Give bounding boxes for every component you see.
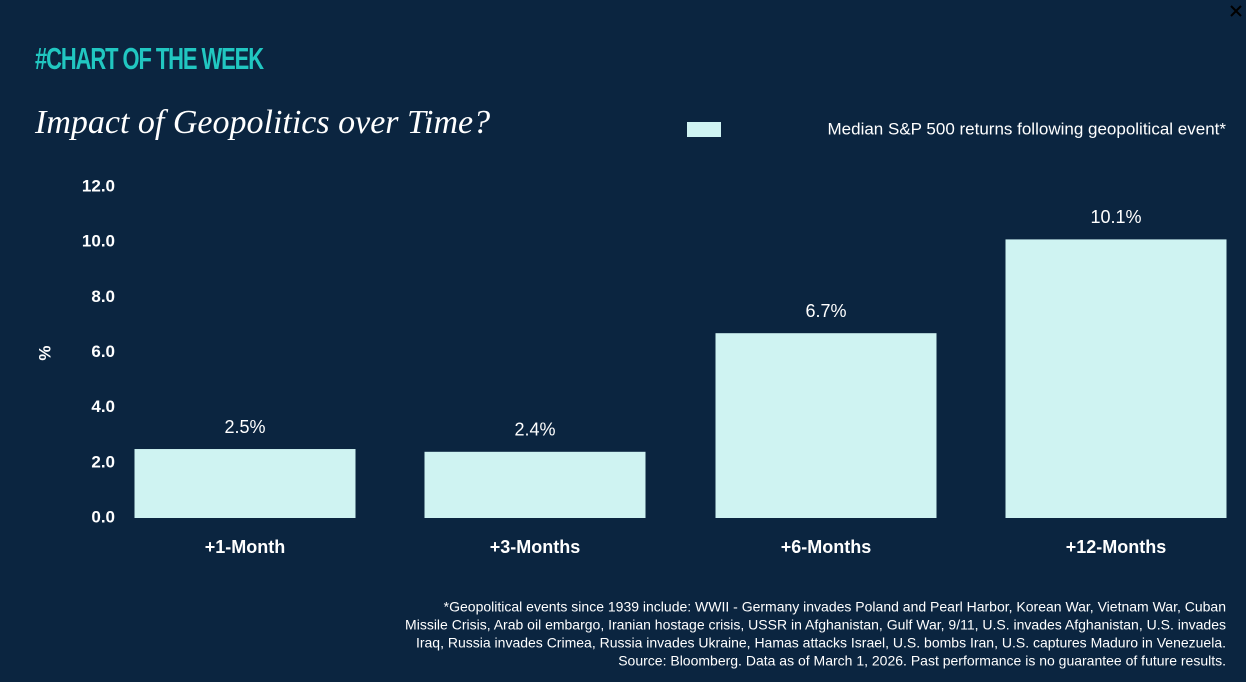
data-label: 2.5% bbox=[224, 417, 265, 437]
data-label: 10.1% bbox=[1090, 207, 1141, 227]
bar bbox=[424, 451, 646, 518]
footnote: *Geopolitical events since 1939 include:… bbox=[444, 599, 1226, 615]
bar bbox=[134, 449, 356, 518]
data-label: 2.4% bbox=[514, 420, 555, 440]
footnote: Missile Crisis, Arab oil embargo, Irania… bbox=[405, 617, 1226, 633]
footnote: Source: Bloomberg. Data as of March 1, 2… bbox=[618, 653, 1226, 669]
y-tick-label: 0.0 bbox=[91, 507, 115, 526]
y-tick-label: 6.0 bbox=[91, 342, 115, 361]
data-label: 6.7% bbox=[805, 301, 846, 321]
chart-title: Impact of Geopolitics over Time? bbox=[34, 104, 490, 141]
header: #CHART OF THE WEEK bbox=[35, 41, 264, 76]
close-icon[interactable] bbox=[1230, 5, 1242, 17]
y-tick-label: 8.0 bbox=[91, 287, 115, 306]
x-tick-label: +3-Months bbox=[490, 537, 581, 557]
footnote: Iraq, Russia invades Crimea, Russia inva… bbox=[416, 635, 1226, 651]
y-axis-label: % bbox=[35, 345, 54, 360]
close-stroke bbox=[1230, 5, 1242, 17]
y-tick-label: 4.0 bbox=[91, 397, 115, 416]
x-tick-label: +6-Months bbox=[781, 537, 872, 557]
y-tick-label: 12.0 bbox=[82, 176, 115, 195]
y-tick-label: 2.0 bbox=[91, 452, 115, 471]
x-tick-label: +1-Month bbox=[205, 537, 286, 557]
bar bbox=[715, 333, 937, 518]
y-tick-label: 10.0 bbox=[82, 232, 115, 251]
x-tick-label: +12-Months bbox=[1066, 537, 1167, 557]
bar bbox=[1005, 239, 1227, 519]
legend-label: Median S&P 500 returns following geopoli… bbox=[828, 119, 1227, 138]
legend-swatch bbox=[687, 122, 721, 137]
